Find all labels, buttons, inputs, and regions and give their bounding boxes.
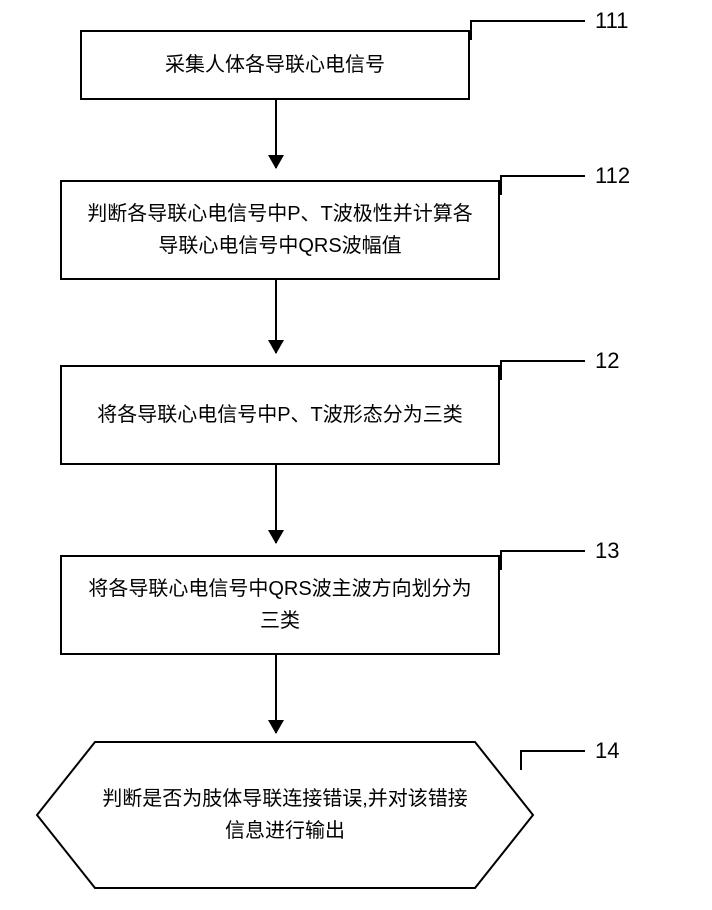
leader-line: [520, 750, 522, 770]
flow-arrow: [275, 280, 277, 353]
leader-line: [500, 175, 502, 195]
step-label-12: 12: [595, 348, 619, 374]
leader-line: [470, 20, 472, 40]
step-text: 将各导联心电信号中P、T波形态分为三类: [97, 399, 463, 431]
step-classify-pt-waves: 将各导联心电信号中P、T波形态分为三类: [60, 365, 500, 465]
step-text: 判断各导联心电信号中P、T波极性并计算各导联心电信号中QRS波幅值: [82, 198, 478, 262]
step-collect-signals: 采集人体各导联心电信号: [80, 30, 470, 100]
flowchart-root: 采集人体各导联心电信号 111 判断各导联心电信号中P、T波极性并计算各导联心电…: [0, 0, 712, 910]
flow-arrow: [275, 100, 277, 168]
step-text: 判断是否为肢体导联连接错误,并对该错接信息进行输出: [95, 783, 475, 847]
step-judge-polarity: 判断各导联心电信号中P、T波极性并计算各导联心电信号中QRS波幅值: [60, 180, 500, 280]
step-text: 将各导联心电信号中QRS波主波方向划分为三类: [82, 573, 478, 637]
step-label-112: 112: [595, 163, 630, 189]
leader-line: [500, 360, 585, 362]
leader-line: [470, 20, 585, 22]
leader-line: [500, 550, 502, 570]
flow-arrow: [275, 655, 277, 733]
step-label-111: 111: [595, 8, 628, 34]
leader-line: [500, 550, 585, 552]
step-label-13: 13: [595, 538, 619, 564]
step-text: 采集人体各导联心电信号: [165, 49, 385, 81]
flow-arrow: [275, 465, 277, 543]
leader-line: [500, 175, 585, 177]
leader-line: [520, 750, 585, 752]
step-classify-qrs-direction: 将各导联心电信号中QRS波主波方向划分为三类: [60, 555, 500, 655]
leader-line: [500, 360, 502, 380]
step-label-14: 14: [595, 738, 619, 764]
step-decision-output: 判断是否为肢体导联连接错误,并对该错接信息进行输出: [35, 740, 535, 890]
